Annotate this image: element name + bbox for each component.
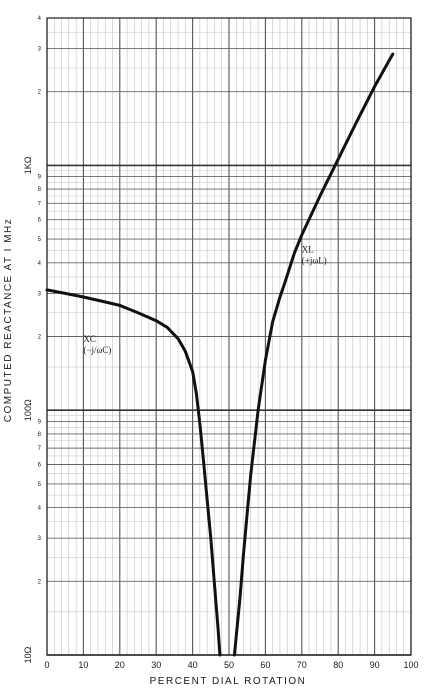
- y-minor-tick-label: 5: [38, 237, 42, 243]
- xc-annotation: (−j/ωC): [83, 345, 111, 355]
- y-minor-tick-label: 3: [38, 47, 42, 53]
- x-axis-title: PERCENT DIAL ROTATION: [150, 676, 307, 687]
- x-tick-label: 50: [224, 660, 234, 670]
- y-minor-tick-label: 3: [38, 291, 42, 297]
- xc-annotation: XC: [83, 334, 96, 344]
- y-minor-tick-label: 3: [38, 536, 42, 542]
- x-tick-label: 10: [78, 660, 88, 670]
- inductive-reactance-line: [232, 52, 395, 657]
- x-tick-label: 40: [188, 660, 198, 670]
- x-tick-label: 90: [370, 660, 380, 670]
- x-tick-label: 60: [260, 660, 270, 670]
- curve-annotations: XC(−j/ωC) XL(+jωL): [83, 245, 326, 355]
- y-minor-tick-label: 7: [38, 201, 42, 207]
- y-minor-tick-label: 9: [38, 175, 42, 181]
- x-tick-label: 30: [151, 660, 161, 670]
- xl-annotation: (+jωL): [302, 256, 327, 266]
- series-layer: [45, 52, 395, 657]
- x-tick-label: 80: [333, 660, 343, 670]
- xl-annotation: XL: [302, 245, 314, 255]
- x-tick-label: 20: [115, 660, 125, 670]
- y-minor-tick-label: 8: [38, 187, 42, 193]
- y-minor-tick-label: 8: [38, 432, 42, 438]
- y-major-tick-label: 100Ω: [23, 399, 33, 421]
- x-tick-label: 100: [403, 660, 418, 670]
- y-minor-tick-label: 6: [38, 218, 42, 224]
- x-tick-labels: 0 10 20 30 40 50 60 70 80 90 100: [44, 660, 418, 670]
- y-minor-tick-label: 2: [38, 335, 42, 341]
- y-minor-tick-label: 4: [38, 261, 42, 267]
- y-minor-tick-label: 2: [38, 90, 42, 96]
- y-minor-tick-label: 2: [38, 579, 42, 585]
- y-axis-title: COMPUTED REACTANCE AT I MHz: [3, 218, 14, 422]
- x-tick-label: 0: [44, 660, 49, 670]
- y-tick-labels: 10Ω 100Ω 1KΩ 2 3 4 5 6 7 8 9 2 3 4 5 6 7 8 9 2 3 4: [23, 16, 42, 663]
- y-minor-tick-label: 5: [38, 482, 42, 488]
- y-minor-tick-label: 6: [38, 463, 42, 469]
- y-major-tick-label: 10Ω: [23, 646, 33, 663]
- y-minor-tick-label: 4: [38, 16, 42, 22]
- y-minor-tick-label: 7: [38, 446, 42, 452]
- x-tick-label: 70: [297, 660, 307, 670]
- y-major-tick-label: 1KΩ: [23, 156, 33, 174]
- capacitive-reactance-line: [45, 288, 222, 657]
- plot-frame: [46, 17, 412, 656]
- y-minor-tick-label: 9: [38, 419, 42, 425]
- y-minor-tick-label: 4: [38, 506, 42, 512]
